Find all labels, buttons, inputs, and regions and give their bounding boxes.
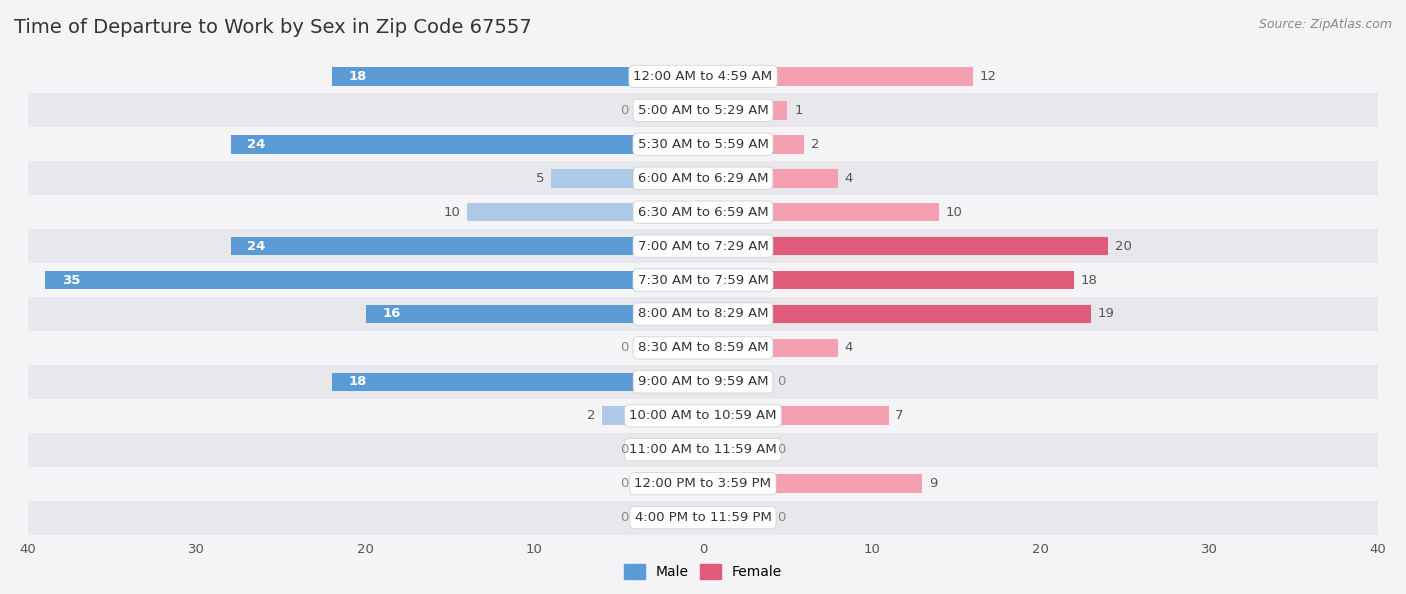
Bar [231, 237, 636, 255]
Text: 7: 7 [896, 409, 904, 422]
Text: 19: 19 [1098, 308, 1115, 321]
Text: 0: 0 [778, 511, 786, 524]
Bar [28, 297, 1378, 331]
Text: 7:30 AM to 7:59 AM: 7:30 AM to 7:59 AM [637, 273, 769, 286]
Text: 4: 4 [845, 342, 853, 355]
Bar [28, 433, 1378, 467]
Bar [770, 271, 1074, 289]
Bar [770, 305, 1091, 323]
Text: 24: 24 [247, 239, 266, 252]
Bar [28, 263, 1378, 297]
Text: 18: 18 [1081, 273, 1098, 286]
Bar [770, 67, 973, 86]
Bar [28, 161, 1378, 195]
Bar [45, 271, 636, 289]
Bar [770, 339, 838, 357]
Text: 0: 0 [620, 104, 628, 117]
Bar [770, 406, 889, 425]
Bar [28, 93, 1378, 127]
Text: 7:00 AM to 7:29 AM: 7:00 AM to 7:29 AM [638, 239, 768, 252]
Text: 0: 0 [620, 342, 628, 355]
Bar [770, 203, 939, 222]
Text: 10: 10 [946, 206, 963, 219]
Bar [231, 135, 636, 154]
Bar [28, 501, 1378, 535]
Text: 18: 18 [349, 375, 367, 388]
Bar [770, 101, 787, 119]
Text: 5:00 AM to 5:29 AM: 5:00 AM to 5:29 AM [638, 104, 768, 117]
Bar [28, 229, 1378, 263]
Bar [332, 67, 636, 86]
Text: 6:00 AM to 6:29 AM: 6:00 AM to 6:29 AM [638, 172, 768, 185]
Text: Source: ZipAtlas.com: Source: ZipAtlas.com [1258, 18, 1392, 31]
Text: 9:00 AM to 9:59 AM: 9:00 AM to 9:59 AM [638, 375, 768, 388]
Text: 11:00 AM to 11:59 AM: 11:00 AM to 11:59 AM [628, 443, 778, 456]
Text: 0: 0 [620, 477, 628, 490]
Text: 18: 18 [349, 70, 367, 83]
Text: 1: 1 [794, 104, 803, 117]
Text: 8:00 AM to 8:29 AM: 8:00 AM to 8:29 AM [638, 308, 768, 321]
Text: 20: 20 [1115, 239, 1132, 252]
Text: 2: 2 [586, 409, 595, 422]
Text: 16: 16 [382, 308, 401, 321]
Text: 4: 4 [845, 172, 853, 185]
Bar [28, 59, 1378, 93]
Bar [770, 169, 838, 188]
Bar [467, 203, 636, 222]
Text: 5:30 AM to 5:59 AM: 5:30 AM to 5:59 AM [637, 138, 769, 151]
Bar [770, 237, 1108, 255]
Bar [770, 475, 922, 493]
Text: 0: 0 [778, 443, 786, 456]
Text: 0: 0 [620, 511, 628, 524]
Legend: Male, Female: Male, Female [619, 559, 787, 584]
Bar [28, 331, 1378, 365]
Text: 0: 0 [620, 443, 628, 456]
Text: 2: 2 [811, 138, 820, 151]
Text: 12:00 AM to 4:59 AM: 12:00 AM to 4:59 AM [634, 70, 772, 83]
Bar [602, 406, 636, 425]
Text: 5: 5 [536, 172, 544, 185]
Text: 24: 24 [247, 138, 266, 151]
Text: 10:00 AM to 10:59 AM: 10:00 AM to 10:59 AM [630, 409, 776, 422]
Text: 12: 12 [980, 70, 997, 83]
Text: 4:00 PM to 11:59 PM: 4:00 PM to 11:59 PM [634, 511, 772, 524]
Text: 6:30 AM to 6:59 AM: 6:30 AM to 6:59 AM [638, 206, 768, 219]
Text: 8:30 AM to 8:59 AM: 8:30 AM to 8:59 AM [638, 342, 768, 355]
Bar [28, 467, 1378, 501]
Text: 9: 9 [929, 477, 938, 490]
Bar [28, 399, 1378, 433]
Bar [366, 305, 636, 323]
Text: 35: 35 [62, 273, 80, 286]
Text: 0: 0 [778, 375, 786, 388]
Text: 12:00 PM to 3:59 PM: 12:00 PM to 3:59 PM [634, 477, 772, 490]
Text: Time of Departure to Work by Sex in Zip Code 67557: Time of Departure to Work by Sex in Zip … [14, 18, 531, 37]
Bar [28, 195, 1378, 229]
Text: 10: 10 [443, 206, 460, 219]
Bar [770, 135, 804, 154]
Bar [28, 365, 1378, 399]
Bar [551, 169, 636, 188]
Bar [28, 127, 1378, 161]
Bar [332, 372, 636, 391]
